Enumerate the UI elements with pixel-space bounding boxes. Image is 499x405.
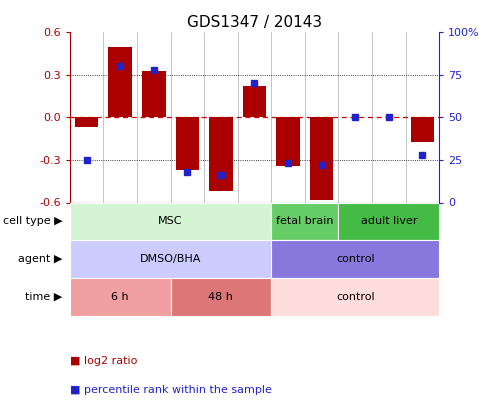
Bar <box>171 278 271 316</box>
Text: 48 h: 48 h <box>209 292 234 302</box>
Text: control: control <box>336 292 375 302</box>
Text: ■ log2 ratio: ■ log2 ratio <box>70 356 137 367</box>
Bar <box>142 70 166 117</box>
Bar <box>108 47 132 117</box>
Text: MSC: MSC <box>158 216 183 226</box>
Text: agent ▶: agent ▶ <box>18 254 62 264</box>
Bar <box>271 278 439 316</box>
Bar <box>243 86 266 117</box>
Text: cell type ▶: cell type ▶ <box>3 216 62 226</box>
Bar <box>70 240 271 278</box>
Bar <box>411 117 434 142</box>
Text: 6 h: 6 h <box>111 292 129 302</box>
Bar <box>70 278 171 316</box>
Text: adult liver: adult liver <box>360 216 417 226</box>
Text: control: control <box>336 254 375 264</box>
Bar <box>209 117 233 191</box>
Bar <box>310 117 333 200</box>
Bar <box>276 117 300 166</box>
Text: DMSO/BHA: DMSO/BHA <box>140 254 201 264</box>
Text: time ▶: time ▶ <box>25 292 62 302</box>
Bar <box>75 117 98 127</box>
Bar <box>176 117 199 170</box>
Text: fetal brain: fetal brain <box>276 216 334 226</box>
Bar <box>338 202 439 240</box>
Bar <box>271 202 338 240</box>
Title: GDS1347 / 20143: GDS1347 / 20143 <box>187 15 322 30</box>
Bar <box>70 202 271 240</box>
Text: ■ percentile rank within the sample: ■ percentile rank within the sample <box>70 385 272 395</box>
Bar <box>271 240 439 278</box>
